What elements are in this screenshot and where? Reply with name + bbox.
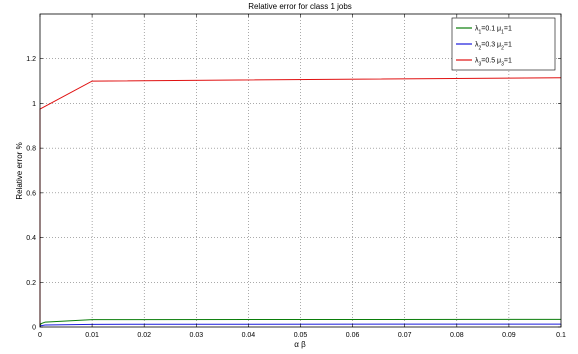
- x-tick-label: 0.02: [137, 332, 151, 339]
- legend-label-part: =0.3 μ: [481, 42, 501, 49]
- legend-label-part: =1: [504, 26, 512, 33]
- x-tick-label: 0: [38, 332, 42, 339]
- y-tick-label: 0.2: [26, 280, 36, 287]
- y-tick-label: 1: [32, 101, 36, 108]
- y-tick-label: 0.6: [26, 190, 36, 197]
- y-axis-ticks: 0 0.2 0.4 0.6 0.8 1 1.2: [26, 56, 561, 332]
- y-tick-label: 1.2: [26, 56, 36, 63]
- legend-label-part: 1: [501, 30, 504, 36]
- x-tick-label: 0.06: [346, 332, 360, 339]
- series-layer: [39, 77, 562, 327]
- series-line-1: [39, 318, 562, 327]
- x-tick-label: 0.03: [189, 332, 203, 339]
- legend-label-1: λ1=0.1 μ1=1: [475, 26, 512, 36]
- legend-label-part: =1: [504, 42, 512, 49]
- legend-label-part: =0.1 μ: [481, 26, 501, 33]
- y-tick-label: 0.4: [26, 235, 36, 242]
- legend-label-part: =0.5 μ: [481, 58, 501, 65]
- legend: λ1=0.1 μ1=1λ2=0.3 μ2=1λ3=0.5 μ3=1: [451, 17, 556, 71]
- legend-label-part: 3: [479, 62, 482, 68]
- y-tick-label: 0: [32, 325, 36, 332]
- legend-label-part: 2: [501, 46, 504, 52]
- legend-label-part: λ: [475, 26, 479, 33]
- legend-label-2: λ2=0.3 μ2=1: [475, 42, 512, 52]
- legend-label-part: λ: [475, 42, 479, 49]
- x-tick-label: 0.08: [450, 332, 464, 339]
- y-axis-label: Relative error %: [15, 142, 24, 199]
- legend-label-part: 3: [501, 62, 504, 68]
- legend-label-part: 1: [479, 30, 482, 36]
- x-tick-label: 0.1: [556, 332, 566, 339]
- x-tick-label: 0.07: [398, 332, 412, 339]
- x-tick-label: 0.04: [242, 332, 256, 339]
- legend-label-part: λ: [475, 58, 479, 65]
- x-axis-label: α β: [294, 340, 306, 349]
- y-tick-label: 0.8: [26, 146, 36, 153]
- legend-label-3: λ3=0.5 μ3=1: [475, 58, 512, 68]
- x-tick-label: 0.05: [294, 332, 308, 339]
- grid-lines: [40, 14, 561, 327]
- legend-label-part: =1: [504, 58, 512, 65]
- chart-title: Relative error for class 1 jobs: [248, 2, 352, 11]
- x-axis-ticks: 0 0.01 0.02 0.03 0.04 0.05 0.06 0.07 0.08 0.09 0.1: [38, 14, 566, 339]
- legend-label-part: 2: [479, 46, 482, 52]
- x-tick-label: 0.01: [85, 332, 99, 339]
- series-line-3: [39, 77, 562, 327]
- x-tick-label: 0.09: [502, 332, 516, 339]
